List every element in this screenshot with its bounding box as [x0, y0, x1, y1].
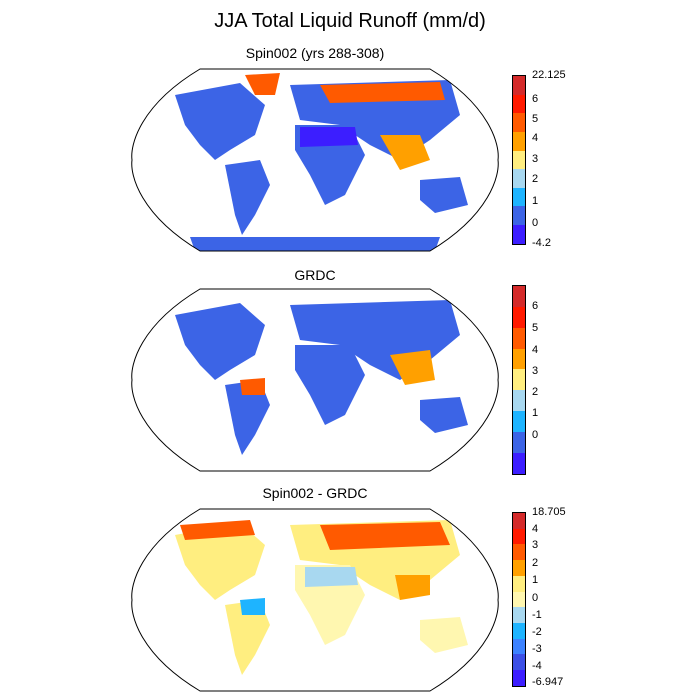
south-america [225, 160, 270, 235]
cbar-label: 22.125 [532, 69, 566, 81]
cbar-label: 2 [532, 173, 539, 185]
cbar-label: 2 [532, 557, 539, 569]
siberia-band [320, 82, 445, 103]
cbar-label: -4.2 [532, 237, 551, 249]
cbar-label: 6 [532, 93, 539, 105]
cbar-label: -3 [532, 643, 542, 655]
colorbar-grdc [512, 285, 526, 475]
map-grdc [131, 288, 499, 472]
cbar-label: 1 [532, 195, 539, 207]
cbar-label: 4 [532, 344, 539, 356]
cbar-label: 2 [532, 386, 539, 398]
cbar-label: 4 [532, 523, 539, 535]
cbar-label: 1 [532, 407, 539, 419]
cbar-label: -4 [532, 660, 542, 672]
cbar-label: 5 [532, 322, 539, 334]
australia [420, 177, 468, 213]
figure-title: JJA Total Liquid Runoff (mm/d) [214, 10, 486, 32]
cbar-label: 3 [532, 539, 539, 551]
cbar-label: 3 [532, 365, 539, 377]
cbar-label: -1 [532, 609, 542, 621]
cbar-label: 5 [532, 113, 539, 125]
antarctica [190, 237, 440, 251]
colorbar-spin002 [512, 75, 526, 245]
cbar-label: 3 [532, 153, 539, 165]
sahara [300, 127, 358, 147]
cbar-label: 18.705 [532, 506, 566, 518]
cbar-label: 6 [532, 300, 539, 312]
map-difference [131, 508, 499, 692]
panel-title-spin002: Spin002 (yrs 288-308) [245, 45, 385, 61]
panel-title-grdc: GRDC [294, 267, 336, 283]
india-se-asia [380, 135, 430, 170]
cbar-label: 0 [532, 429, 539, 441]
cbar-label: 1 [532, 574, 539, 586]
cbar-label: -6.947 [532, 676, 564, 688]
map-spin002 [131, 68, 499, 252]
panel-title-difference: Spin002 - GRDC [262, 485, 368, 501]
cbar-label: 4 [532, 132, 539, 144]
cbar-label: 0 [532, 592, 539, 604]
colorbar-difference [512, 512, 526, 687]
cbar-label: 0 [532, 217, 539, 229]
cbar-label: -2 [532, 626, 542, 638]
greenland [245, 73, 280, 95]
north-america [175, 83, 265, 160]
